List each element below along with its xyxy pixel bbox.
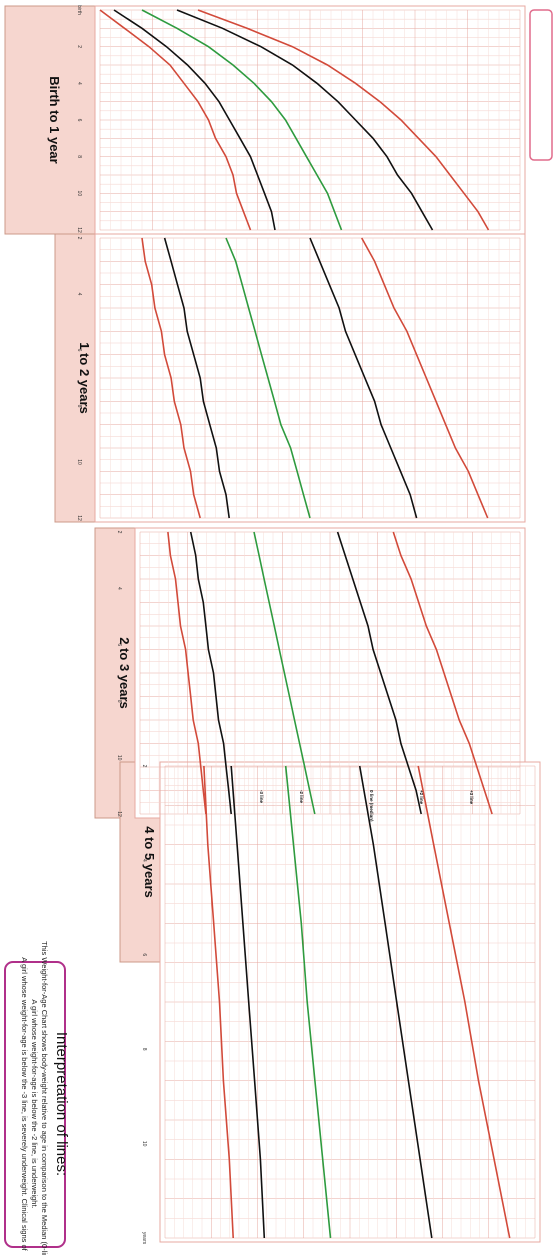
interpretation-line-1: This Weight-for-Age Chart shows body-wei…: [40, 941, 49, 1255]
curve--3-panel-2: [141, 237, 201, 519]
z-line-label: -2 line: [299, 790, 304, 804]
month-tick-label: 12: [116, 811, 122, 817]
curve--2-panel-2: [163, 237, 230, 519]
month-tick-label: 2: [76, 45, 82, 48]
curve-+2-panel-2: [309, 237, 418, 519]
month-tick-label: 8: [76, 155, 82, 158]
interpretation-border: [4, 961, 66, 1248]
curve-+3-panel-3: [392, 531, 493, 815]
curve--3-panel-1: [99, 9, 252, 231]
panel-2-header-bg: [54, 233, 96, 523]
month-tick-label: 6: [76, 349, 82, 352]
curve--2-panel-3: [189, 531, 232, 815]
curve-+2-panel-1: [176, 9, 434, 231]
curve-median-panel-3: [253, 531, 316, 815]
month-tick-label: 4: [141, 859, 147, 862]
z-line-label: -3 line: [259, 790, 264, 804]
month-tick-label: 4: [116, 587, 122, 590]
curve-median-panel-2: [225, 237, 311, 519]
grid-lines: birth 2 4 6 8 10 12 2 4 6 8 10 12 2 4 6 8 10 12 2 4 6 8 10 years: [76, 5, 536, 1245]
z-line-label: +2 line: [419, 790, 424, 805]
interpretation-title: Interpretation of lines:: [53, 1032, 70, 1176]
curve--2-panel-4: [230, 765, 266, 1239]
curve--2-panel-1: [113, 9, 276, 231]
panel-4-title: 4 to 5 years: [142, 826, 157, 898]
month-tick-label: years: [141, 1232, 147, 1245]
curve-+3-panel-4: [417, 765, 511, 1239]
curve--3-panel-4: [203, 765, 234, 1239]
curve--3-panel-3: [167, 531, 207, 815]
info-box-outline: [529, 9, 553, 161]
panel-2: 1 to 2 years: [54, 233, 96, 523]
panel-1-title: Birth to 1 year: [47, 76, 62, 163]
curve-+2-panel-4: [358, 765, 433, 1239]
month-tick-label: 4: [76, 82, 82, 85]
month-tick-label: 10: [76, 191, 82, 197]
month-tick-label: 10: [76, 459, 82, 465]
curve-+3-panel-2: [361, 237, 489, 519]
z-line-label: 0 line (median): [369, 790, 374, 822]
month-tick-label: birth: [76, 5, 82, 15]
interpretation-box: Interpretation of lines: This Weight-for…: [4, 941, 70, 1260]
month-tick-label: 8: [76, 405, 82, 408]
panel-1-header-bg: [4, 5, 96, 235]
month-tick-label: 2: [116, 531, 122, 534]
month-tick-label: 12: [76, 227, 82, 233]
interpretation-line-3: A girl whose weight-for-age is below the…: [20, 957, 29, 1251]
growth-curves: -3 line -2 line 0 line (median) +2 line +3 l…: [99, 9, 511, 1239]
month-tick-label: 8: [116, 700, 122, 703]
panel-1: Birth to 1 year: [4, 5, 96, 235]
month-tick-label: 2: [76, 237, 82, 240]
month-tick-label: 10: [116, 755, 122, 761]
interpretation-line-2: A girl whose weight-for-age is below the…: [30, 999, 39, 1208]
panel-3-title: 2 to 3 years: [117, 637, 132, 709]
curve-median-panel-1: [141, 9, 343, 231]
month-tick-label: 6: [116, 643, 122, 646]
month-tick-label: 8: [141, 1048, 147, 1051]
curve-median-panel-4: [284, 765, 332, 1239]
curve-+2-panel-3: [336, 531, 422, 815]
month-tick-label: 2: [141, 765, 147, 768]
month-tick-label: 6: [141, 953, 147, 956]
month-tick-label: 6: [76, 119, 82, 122]
panel-2-title: 1 to 2 years: [77, 342, 92, 414]
month-tick-label: 10: [141, 1141, 147, 1147]
month-tick-label: 12: [76, 515, 82, 521]
z-line-label: +3 line: [469, 790, 474, 805]
curve-+3-panel-1: [197, 9, 490, 231]
month-tick-label: 4: [76, 293, 82, 296]
